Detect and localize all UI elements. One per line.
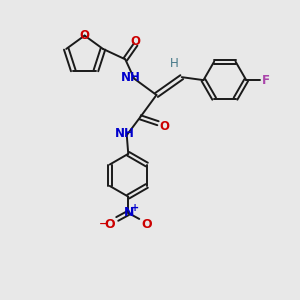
- Text: NH: NH: [115, 127, 135, 140]
- Text: NH: NH: [121, 71, 141, 84]
- Text: N: N: [124, 206, 134, 220]
- Text: −: −: [99, 218, 108, 228]
- Text: O: O: [80, 29, 90, 42]
- Text: F: F: [262, 74, 270, 87]
- Text: O: O: [104, 218, 115, 231]
- Text: O: O: [142, 218, 152, 231]
- Text: H: H: [170, 57, 179, 70]
- Text: O: O: [131, 35, 141, 48]
- Text: O: O: [160, 120, 170, 133]
- Text: +: +: [131, 202, 139, 213]
